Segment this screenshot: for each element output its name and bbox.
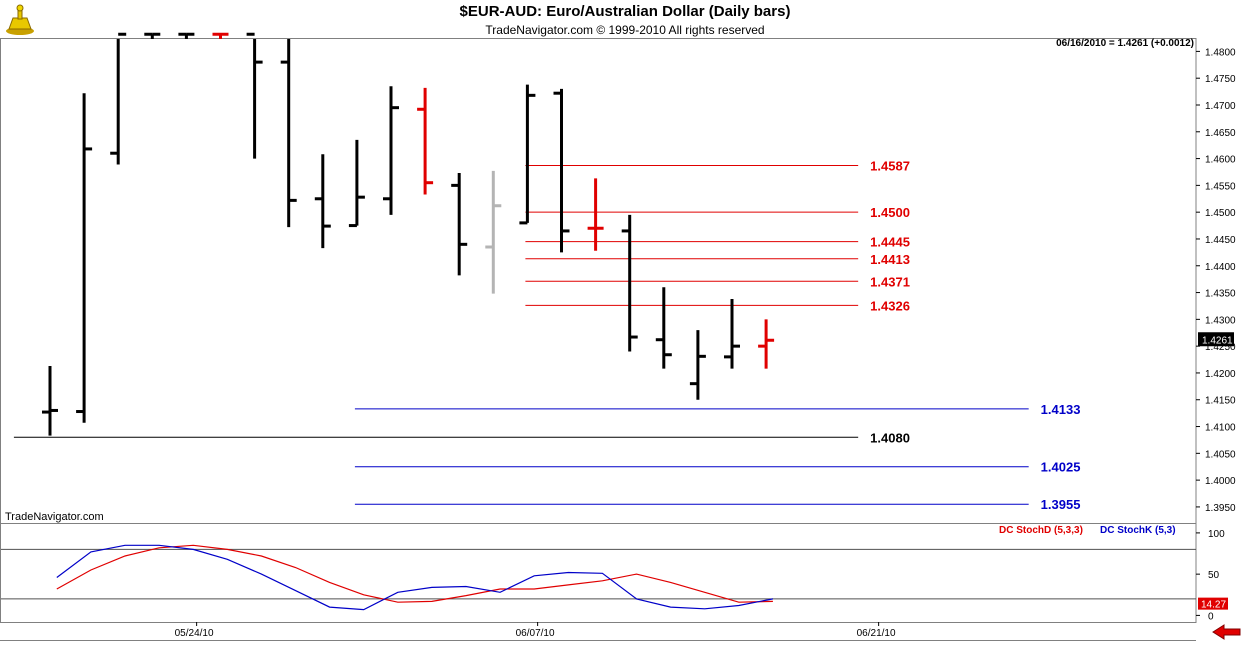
date-axis-label: 05/24/10 (175, 628, 214, 639)
last-price-label: 1.4261 (1202, 335, 1233, 346)
price-axis-label: 1.4650 (1205, 128, 1236, 139)
stoch-last-label: 14.27 (1201, 600, 1226, 611)
watermark: TradeNavigator.com (5, 511, 104, 523)
stoch-pane-frame (0, 523, 1197, 623)
stoch-axis-label: 0 (1208, 611, 1214, 622)
stoch-d-line (56, 544, 773, 603)
level-label: 1.4445 (870, 235, 910, 250)
level-label: 1.4500 (870, 205, 910, 220)
legend-stoch-k: DC StochK (5,3) (1100, 525, 1176, 536)
level-label: 1.4326 (870, 298, 910, 313)
price-axis-label: 1.4800 (1205, 47, 1236, 58)
price-axis-label: 1.4100 (1205, 423, 1236, 434)
chart-subtitle: TradeNavigator.com © 1999-2010 All right… (485, 23, 765, 37)
back-arrow-icon[interactable] (1212, 624, 1242, 640)
level-label: 1.4080 (870, 430, 910, 445)
level-label: 1.4133 (1041, 402, 1081, 417)
level-label: 1.3955 (1041, 497, 1081, 512)
level-label: 1.4371 (870, 274, 910, 289)
tradenavigator-logo-icon (4, 4, 36, 36)
price-axis-label: 1.4400 (1205, 262, 1236, 273)
price-axis-label: 1.4250 (1205, 342, 1236, 353)
stoch-axis-label: 50 (1208, 570, 1220, 581)
chart-title: $EUR-AUD: Euro/Australian Dollar (Daily … (459, 3, 791, 20)
date-axis-label: 06/21/10 (857, 628, 896, 639)
price-axis-label: 1.4350 (1205, 289, 1236, 300)
level-label: 1.4413 (870, 252, 910, 267)
stoch-axis-label: 100 (1208, 529, 1225, 540)
price-axis-label: 1.4600 (1205, 155, 1236, 166)
price-axis-label: 1.4700 (1205, 101, 1236, 112)
stoch-k-line (56, 544, 774, 611)
price-axis-label: 1.3950 (1205, 503, 1236, 514)
last-quote: 06/16/2010 = 1.4261 (+0.0012) (1056, 38, 1194, 49)
level-label: 1.4025 (1041, 460, 1081, 475)
price-axis-label: 1.4150 (1205, 396, 1236, 407)
legend-stoch-d: DC StochD (5,3,3) (999, 525, 1083, 536)
price-axis-label: 1.4750 (1205, 74, 1236, 85)
last-price-box (1198, 332, 1234, 347)
level-label: 1.4587 (870, 159, 910, 174)
price-axis-label: 1.4550 (1205, 181, 1236, 192)
price-axis-label: 1.4500 (1205, 208, 1236, 219)
price-axis-label: 1.4000 (1205, 476, 1236, 487)
price-axis-label: 1.4200 (1205, 369, 1236, 380)
date-axis-label: 06/07/10 (516, 628, 555, 639)
price-axis-label: 1.4300 (1205, 315, 1236, 326)
stoch-last-box (1198, 597, 1228, 610)
price-axis-label: 1.4050 (1205, 449, 1236, 460)
price-axis-label: 1.4450 (1205, 235, 1236, 246)
